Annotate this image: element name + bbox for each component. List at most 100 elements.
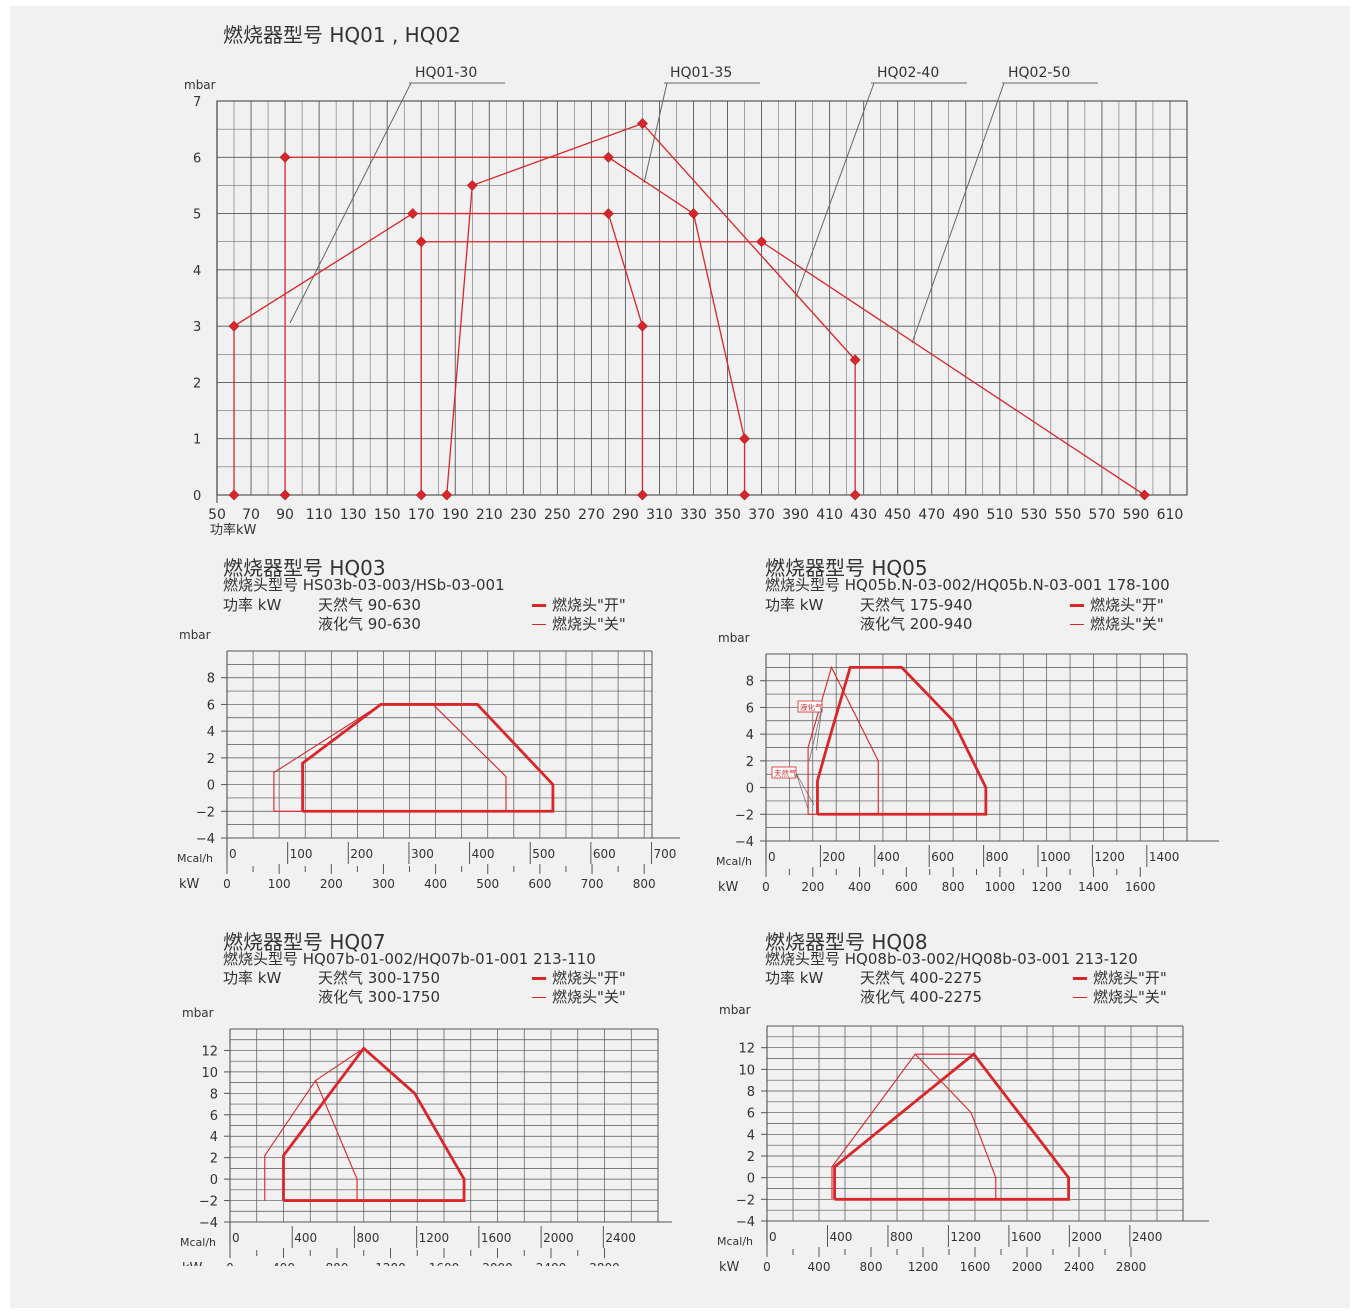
y-tick-label: −4	[736, 1215, 755, 1230]
chart-title-hq07: 燃烧器型号 HQ07	[223, 930, 386, 954]
kw-tick-label: 400	[272, 1261, 295, 1266]
y-tick-label: 8	[746, 675, 754, 690]
data-point	[415, 236, 427, 248]
y-tick-label: 4	[193, 264, 201, 279]
series-open-line	[816, 665, 988, 816]
legend-closed-label: 燃烧头"关"	[552, 988, 626, 1006]
y-tick-label: 0	[747, 1172, 755, 1187]
x-tick-label: 250	[544, 507, 571, 523]
chart-title-hq08: 燃烧器型号 HQ08	[765, 930, 928, 954]
legend-open-swatch	[1073, 977, 1087, 980]
data-point	[407, 208, 419, 219]
mcal-tick-label: 2400	[1132, 1230, 1163, 1244]
y-tick-label: 0	[210, 1173, 218, 1188]
mcal-tick-label: 1600	[481, 1231, 512, 1245]
kw-tick-label: 2000	[482, 1261, 513, 1266]
series-closed-line	[831, 1053, 974, 1200]
y-tick-label: 2	[207, 752, 215, 767]
y-tick-label: 10	[201, 1066, 218, 1081]
kw-tick-label: 0	[762, 880, 770, 894]
kw-tick-label: 1600	[429, 1261, 460, 1266]
mcal-tick-label: 1000	[1040, 850, 1071, 864]
y-tick-label: 12	[738, 1042, 755, 1057]
kw-tick-label: 200	[801, 880, 824, 894]
legend-open-hq05: 燃烧头"开"	[1070, 596, 1164, 615]
kw-tick-label: 1000	[985, 880, 1016, 894]
y-tick-label: 6	[193, 151, 201, 166]
chart-title-hq03: 燃烧器型号 HQ03	[223, 556, 386, 580]
power-label-hq08: 功率 kW	[765, 969, 824, 987]
mcal-tick-label: 300	[411, 847, 434, 861]
series-line	[284, 156, 746, 495]
kw-tick-label: 800	[633, 877, 656, 891]
fuel-tag-leader	[808, 706, 823, 761]
series-open-line	[301, 703, 555, 813]
data-point	[228, 489, 240, 501]
mcal-tick-label: 2400	[605, 1231, 636, 1245]
y-axis-label: mbar	[179, 628, 211, 642]
kw-tick-label: 1200	[375, 1261, 406, 1266]
y-tick-label: −2	[736, 1193, 755, 1208]
y-tick-label: −2	[735, 808, 754, 823]
x-axis-label: 功率kW	[210, 522, 257, 538]
data-point	[849, 354, 861, 366]
x-tick-label: 470	[918, 507, 945, 523]
data-point	[279, 151, 291, 163]
y-tick-label: 2	[193, 376, 201, 391]
mcal-tick-label: 700	[654, 847, 677, 861]
kw-tick-label: 800	[942, 880, 965, 894]
y-tick-label: −4	[196, 832, 215, 847]
mcal-axis-label: Mcal/h	[717, 1235, 753, 1248]
mcal-tick-label: 1600	[1011, 1230, 1042, 1244]
series-open-line	[282, 1046, 466, 1202]
x-tick-label: 310	[646, 507, 673, 523]
fuel-ng-hq03: 天然气 90-630	[318, 596, 421, 614]
series-line	[233, 212, 644, 495]
legend-closed-swatch	[1070, 624, 1084, 625]
data-point	[602, 208, 614, 219]
y-tick-label: −2	[196, 805, 215, 820]
kw-tick-label: 200	[320, 877, 343, 891]
kw-tick-label: 2400	[536, 1261, 567, 1266]
x-axis-label: kW	[182, 1261, 203, 1266]
y-tick-label: 1	[193, 433, 201, 448]
fuel-tag-leader	[815, 706, 823, 751]
power-label-hq07: 功率 kW	[223, 969, 282, 987]
x-tick-label: 350	[714, 507, 741, 523]
y-tick-label: −4	[199, 1216, 218, 1231]
kw-tick-label: 400	[424, 877, 447, 891]
y-tick-label: 2	[746, 755, 754, 770]
kw-tick-label: 600	[895, 880, 918, 894]
mcal-tick-label: 2000	[1071, 1230, 1102, 1244]
x-tick-label: 490	[952, 507, 979, 523]
kw-tick-label: 1200	[1031, 880, 1062, 894]
chart-hq05: 8 6 4 2 0 −2 −4 mbar Mcal/h 0 200 400 600 800 1000 1200…	[716, 631, 1219, 895]
mcal-tick-label: 1400	[1149, 850, 1180, 864]
series-line	[446, 122, 856, 496]
y-axis-label: mbar	[182, 1006, 214, 1020]
y-tick-label: 4	[747, 1128, 755, 1143]
legend-closed-hq08: 燃烧头"关"	[1073, 988, 1167, 1007]
y-axis-label: mbar	[718, 631, 750, 645]
kw-tick-label: 500	[476, 877, 499, 891]
data-point	[637, 320, 648, 332]
x-tick-label: 150	[374, 507, 401, 523]
data-point	[739, 433, 750, 445]
x-tick-label: 510	[986, 507, 1013, 523]
mcal-tick-label: 600	[931, 850, 954, 864]
fuel-tag-leader	[795, 772, 815, 806]
mcal-tick-label: 1200	[419, 1231, 450, 1245]
y-tick-label: 4	[210, 1130, 218, 1145]
y-tick-label: 2	[747, 1150, 755, 1165]
mcal-tick-label: 400	[829, 1230, 852, 1244]
x-tick-label: 70	[242, 507, 260, 523]
legend-closed-hq03: 燃烧头"关"	[532, 615, 626, 634]
data-point	[739, 489, 750, 501]
y-axis-label: mbar	[719, 1003, 751, 1017]
legend-open-hq07: 燃烧头"开"	[532, 969, 626, 988]
series-closed-line	[264, 1047, 365, 1201]
legend-open-label: 燃烧头"开"	[1090, 596, 1164, 614]
y-tick-label: 0	[193, 489, 201, 504]
legend-open-swatch	[532, 604, 546, 607]
x-tick-label: 390	[782, 507, 809, 523]
